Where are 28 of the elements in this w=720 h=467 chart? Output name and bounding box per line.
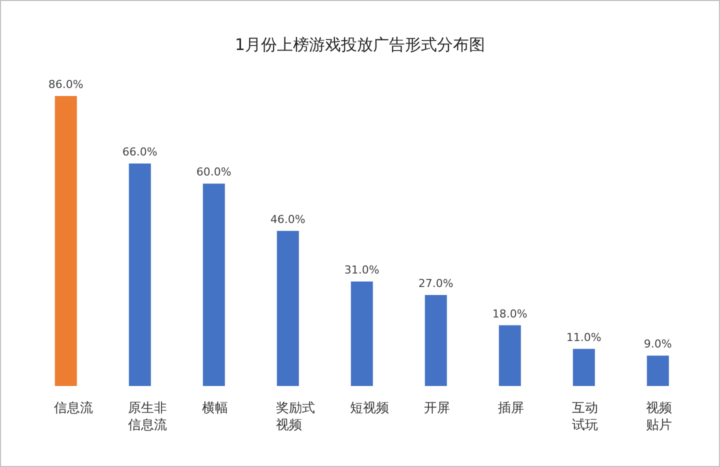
bar (498, 325, 521, 386)
bar (424, 294, 447, 386)
bar (54, 96, 77, 386)
data-label: 27.0% (418, 276, 454, 290)
bar (350, 281, 373, 386)
data-label: 9.0% (644, 338, 672, 351)
x-tick-label: 开屏 (424, 401, 450, 416)
chart-title: 1月份上榜游戏投放广告形式分布图 (234, 35, 486, 56)
x-tick-label: 插屏 (498, 401, 524, 416)
x-tick-label: 短视频 (350, 401, 389, 416)
data-label: 86.0% (48, 78, 84, 91)
bar (276, 230, 299, 386)
data-label: 66.0% (122, 145, 158, 158)
bar (202, 184, 225, 386)
x-tick-label: 奖励式视频 (276, 401, 315, 433)
x-tick-label: 视频贴片 (646, 401, 672, 433)
data-label: 60.0% (196, 166, 232, 179)
x-tick-label: 互动试玩 (572, 401, 598, 433)
data-label: 11.0% (566, 330, 602, 344)
bar (646, 356, 669, 386)
data-label: 31.0% (344, 263, 380, 276)
data-label: 46.0% (270, 212, 306, 226)
x-tick-label: 原生非信息流 (128, 401, 167, 433)
bar (128, 163, 151, 386)
x-tick-label: 信息流 (54, 400, 93, 416)
bar (572, 348, 595, 386)
data-label: 18.0% (492, 307, 528, 320)
x-tick-label: 横幅 (202, 401, 228, 416)
